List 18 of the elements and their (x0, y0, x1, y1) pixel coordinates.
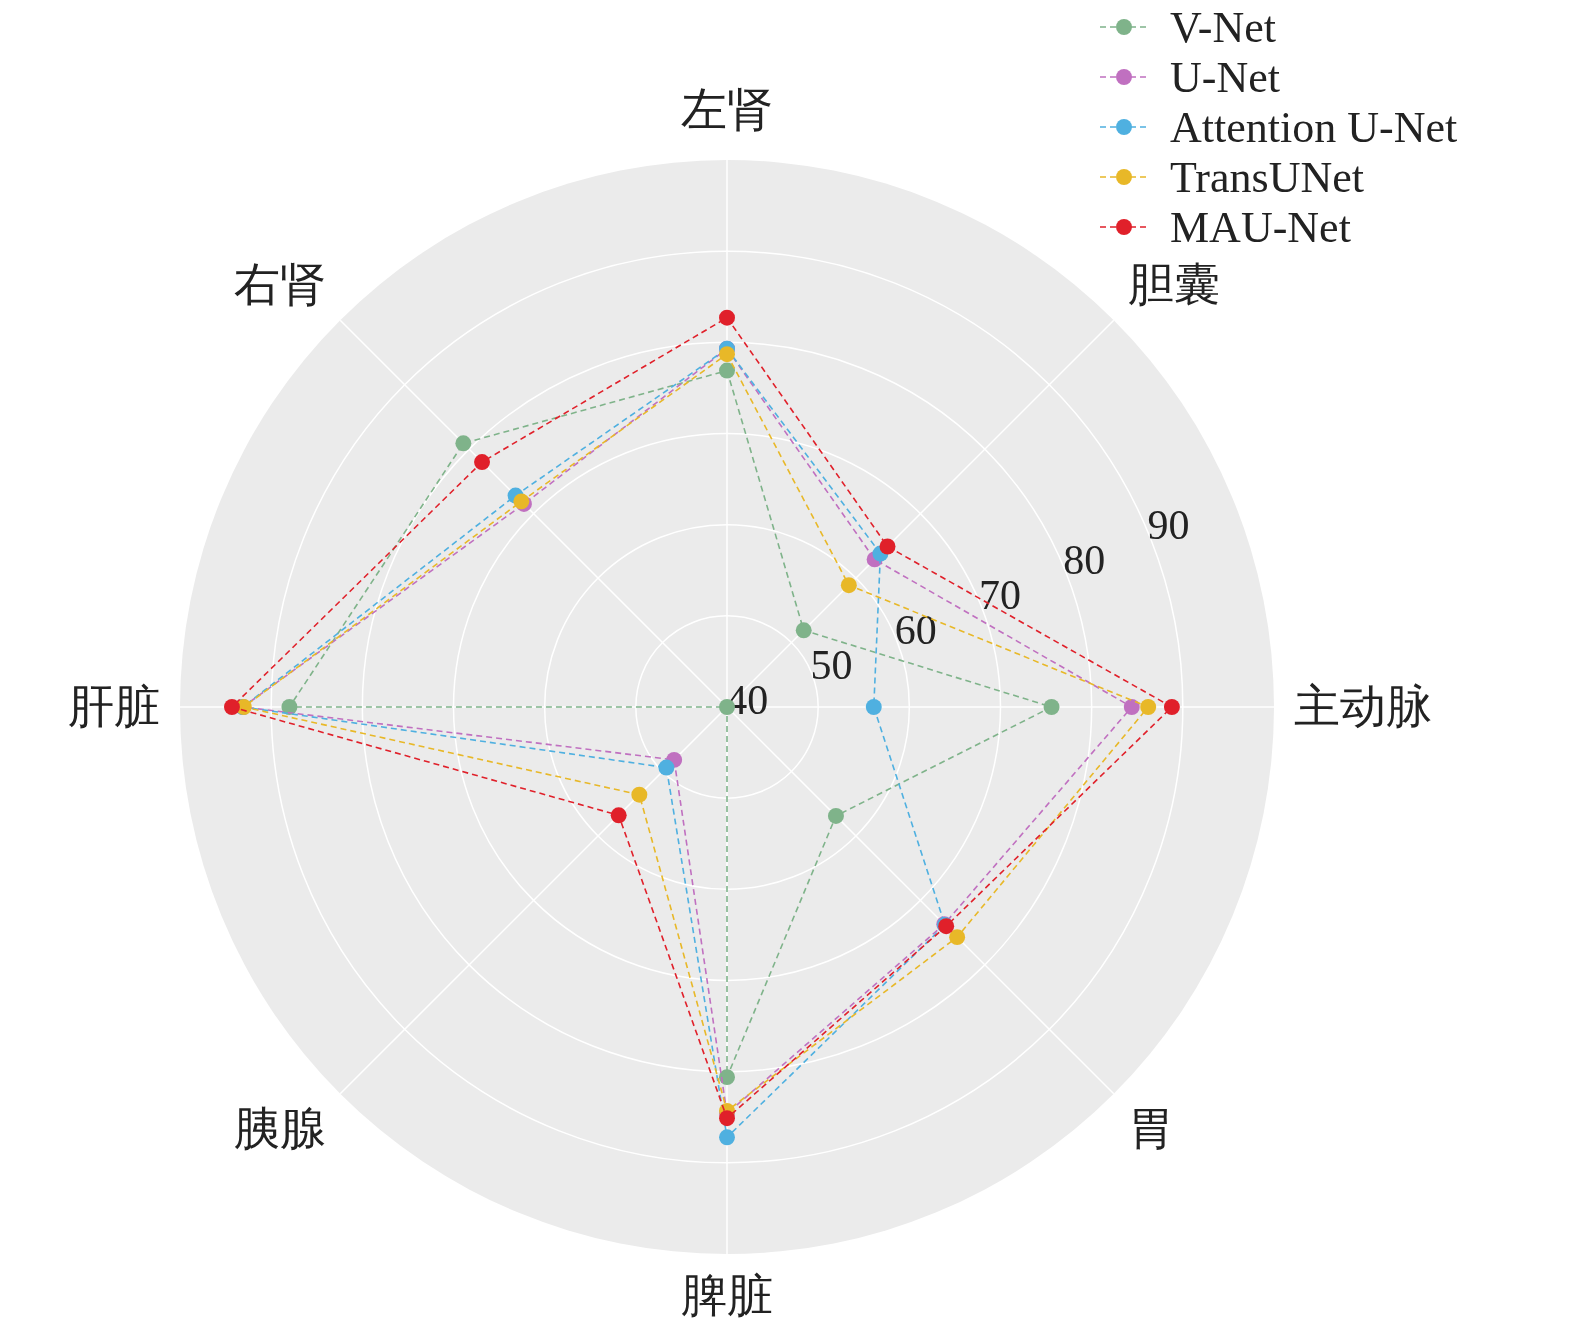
spoke-label: 胃 (1127, 1103, 1174, 1155)
y-tick-label: 80 (1063, 537, 1106, 584)
legend-label: V-Net (1170, 3, 1276, 52)
legend-label: TransUNet (1170, 153, 1364, 202)
y-tick-label: 90 (1147, 502, 1190, 549)
spoke-label: 肝脏 (68, 681, 160, 732)
spoke-label: 左肾 (681, 84, 773, 135)
spoke-label: 右肾 (234, 258, 327, 310)
legend-label: MAU-Net (1170, 203, 1351, 252)
y-tick-label: 50 (810, 641, 853, 688)
y-tick-label: 60 (894, 606, 937, 653)
legend-label: Attention U-Net (1170, 103, 1458, 152)
y-tick-label: 70 (979, 571, 1022, 618)
spoke-label: 胰腺 (234, 1103, 327, 1155)
spoke-label: 主动脉 (1294, 681, 1432, 732)
legend-label: U-Net (1170, 53, 1280, 102)
spoke-label: 脾脏 (681, 1270, 773, 1319)
spoke-label: 胆囊 (1127, 258, 1220, 310)
